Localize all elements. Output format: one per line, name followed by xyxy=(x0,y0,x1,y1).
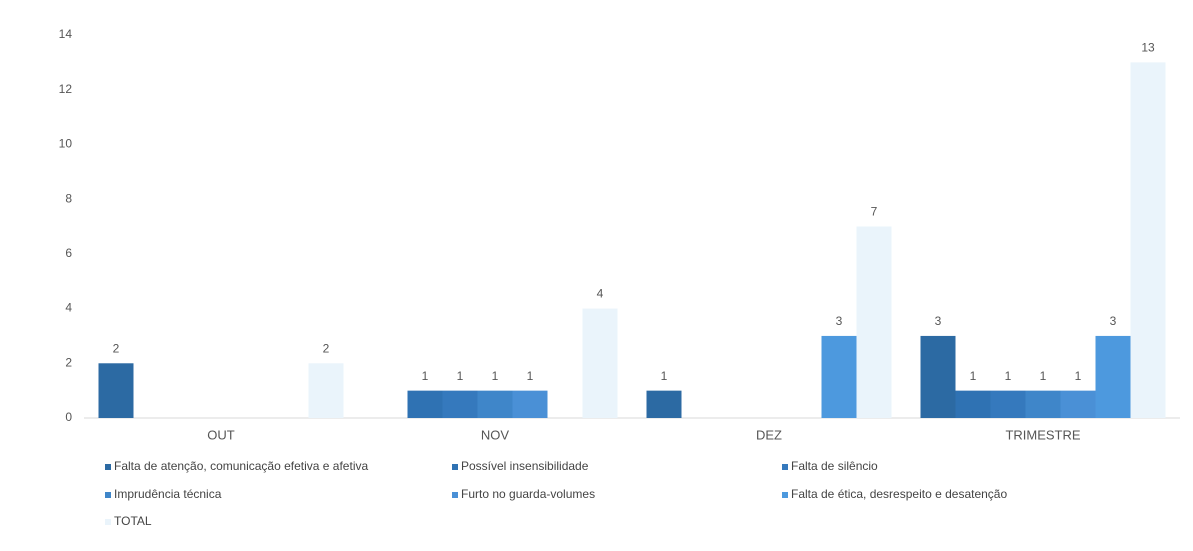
y-tick-label: 10 xyxy=(59,137,73,151)
y-tick-label: 4 xyxy=(65,301,72,315)
bar xyxy=(98,363,134,418)
x-tick-label: NOV xyxy=(481,427,510,442)
data-label: 1 xyxy=(457,369,464,383)
legend-label: Falta de ética, desrespeito e desatenção xyxy=(791,487,1007,501)
bar xyxy=(1130,62,1166,418)
legend-swatch xyxy=(782,492,788,498)
bar xyxy=(582,308,618,418)
bar xyxy=(308,363,344,418)
data-label: 1 xyxy=(1005,369,1012,383)
data-label: 3 xyxy=(1110,314,1117,328)
bar xyxy=(920,335,956,418)
data-label: 1 xyxy=(970,369,977,383)
data-label: 3 xyxy=(836,314,843,328)
bar xyxy=(955,390,991,418)
data-label: 2 xyxy=(113,341,120,355)
legend-label: Falta de silêncio xyxy=(791,459,878,473)
legend-swatch xyxy=(105,492,111,498)
data-label: 3 xyxy=(935,314,942,328)
bar xyxy=(821,335,857,418)
data-label: 1 xyxy=(422,369,429,383)
y-tick-label: 6 xyxy=(65,246,72,260)
legend-label: Possível insensibilidade xyxy=(461,459,589,473)
x-tick-label: TRIMESTRE xyxy=(1005,427,1080,442)
y-tick-label: 14 xyxy=(59,27,73,41)
legend-swatch xyxy=(782,464,788,470)
legend-swatch xyxy=(452,492,458,498)
legend-label: TOTAL xyxy=(114,514,152,528)
data-label: 2 xyxy=(323,341,330,355)
data-label: 1 xyxy=(1075,369,1082,383)
legend-swatch xyxy=(105,464,111,470)
bar xyxy=(1095,335,1131,418)
legend-label: Furto no guarda-volumes xyxy=(461,487,595,501)
y-tick-label: 8 xyxy=(65,191,72,205)
data-label: 4 xyxy=(597,287,604,301)
bar xyxy=(646,390,682,418)
bar xyxy=(990,390,1026,418)
x-tick-label: DEZ xyxy=(756,427,782,442)
legend-swatch xyxy=(105,519,111,525)
bar xyxy=(1025,390,1061,418)
y-tick-label: 0 xyxy=(65,410,72,424)
data-label: 1 xyxy=(527,369,534,383)
bar xyxy=(477,390,513,418)
legend-label: Falta de atenção, comunicação efetiva e … xyxy=(114,459,368,473)
bar xyxy=(442,390,478,418)
y-tick-label: 2 xyxy=(65,355,72,369)
x-tick-label: OUT xyxy=(207,427,235,442)
data-label: 1 xyxy=(1040,369,1047,383)
bar xyxy=(512,390,548,418)
data-label: 7 xyxy=(871,205,878,219)
data-label: 1 xyxy=(661,369,668,383)
legend-swatch xyxy=(452,464,458,470)
y-tick-label: 12 xyxy=(59,82,73,96)
data-label: 13 xyxy=(1141,41,1155,55)
data-label: 1 xyxy=(492,369,499,383)
bar xyxy=(856,226,892,418)
bar xyxy=(407,390,443,418)
legend-label: Imprudência técnica xyxy=(114,487,222,501)
bar xyxy=(1060,390,1096,418)
